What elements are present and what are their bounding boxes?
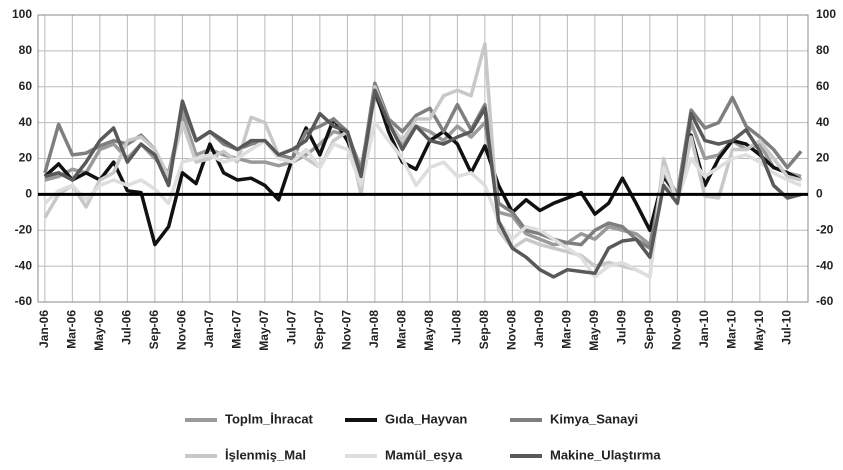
x-tick-label: Mar-09 [560, 310, 574, 349]
legend-label: Kimya_Sanayi [550, 411, 638, 426]
x-tick-label: Sep-09 [642, 310, 656, 350]
x-tick-label: Mar-10 [725, 310, 739, 349]
y-tick-label: 100 [12, 7, 32, 21]
y2-tick-label: 20 [816, 151, 830, 165]
x-tick-label: May-08 [422, 310, 436, 351]
x-tick-label: Jul-06 [120, 310, 134, 345]
y2-tick-label: 80 [816, 43, 830, 57]
y-tick-label: 40 [19, 115, 33, 129]
y2-tick-label: 40 [816, 115, 830, 129]
x-tick-label: Nov-09 [670, 310, 684, 350]
y2-tick-label: -40 [816, 258, 834, 272]
y-tick-label: 60 [19, 79, 33, 93]
y-tick-label: -40 [15, 258, 33, 272]
y2-tick-label: 0 [816, 187, 823, 201]
x-tick-label: May-06 [92, 310, 106, 351]
x-tick-label: May-07 [257, 310, 271, 351]
x-tick-label: Jan-09 [532, 310, 546, 348]
y2-tick-label: -60 [816, 294, 834, 308]
legend-label: Makine_Ulaştırma [550, 447, 661, 462]
legend-label: Gıda_Hayvan [385, 411, 467, 426]
x-tick-label: Sep-08 [477, 310, 491, 350]
x-tick-label: Mar-08 [395, 310, 409, 349]
y-tick-label: -60 [15, 294, 33, 308]
x-tick-label: Sep-07 [312, 310, 326, 350]
legend-label: Mamül_eşya [385, 447, 463, 462]
plot-border [37, 14, 809, 303]
x-tick-label: Jan-08 [367, 310, 381, 348]
x-tick-label: Jul-08 [450, 310, 464, 345]
legend-label: İşlenmiş_Mal [225, 447, 306, 462]
x-tick-label: Jul-09 [615, 310, 629, 345]
y-tick-label: 80 [19, 43, 33, 57]
x-tick-label: Jan-10 [697, 310, 711, 348]
x-tick-label: Jan-06 [37, 310, 51, 348]
legend-label: Toplm_İhracat [225, 411, 314, 426]
y-tick-label: -20 [15, 222, 33, 236]
x-tick-label: Nov-07 [340, 310, 354, 350]
y2-tick-label: -20 [816, 222, 834, 236]
x-tick-label: Nov-08 [505, 310, 519, 350]
x-tick-label: Mar-07 [230, 310, 244, 349]
y-tick-label: 0 [25, 187, 32, 201]
x-tick-label: May-09 [587, 310, 601, 351]
x-tick-label: Jul-10 [780, 310, 794, 345]
x-tick-label: Jul-07 [285, 310, 299, 345]
y-tick-label: 20 [19, 151, 33, 165]
series-line [44, 88, 802, 279]
y2-tick-label: 100 [816, 7, 836, 21]
x-tick-label: Nov-06 [175, 310, 189, 350]
x-tick-label: Jan-07 [202, 310, 216, 348]
y2-tick-label: 60 [816, 79, 830, 93]
x-tick-label: Mar-06 [65, 310, 79, 349]
x-tick-label: Sep-06 [147, 310, 161, 350]
x-tick-label: May-10 [752, 310, 766, 351]
